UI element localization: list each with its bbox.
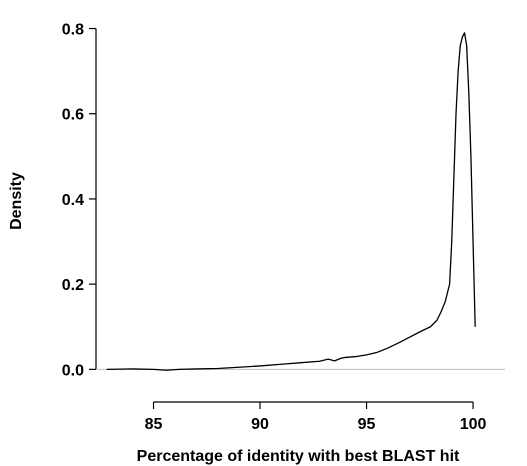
y-tick-label: 0.4: [62, 192, 84, 209]
y-tick-label: 0.0: [62, 362, 84, 379]
ticks-layer: 85 90 95 100 0.0 0.2 0.4 0.6 0.8: [62, 22, 487, 433]
x-tick-label: 85: [145, 416, 163, 433]
y-axis-title: Density: [8, 172, 25, 230]
density-curve: [106, 32, 476, 371]
x-axis-title: Percentage of identity with best BLAST h…: [137, 448, 460, 465]
x-tick-label: 100: [460, 416, 487, 433]
y-tick-label: 0.6: [62, 107, 84, 124]
axes-layer: [95, 28, 474, 403]
x-tick-label: 90: [251, 416, 269, 433]
x-tick-label: 95: [358, 416, 376, 433]
y-tick-label: 0.8: [62, 22, 84, 39]
y-tick-label: 0.2: [62, 277, 84, 294]
